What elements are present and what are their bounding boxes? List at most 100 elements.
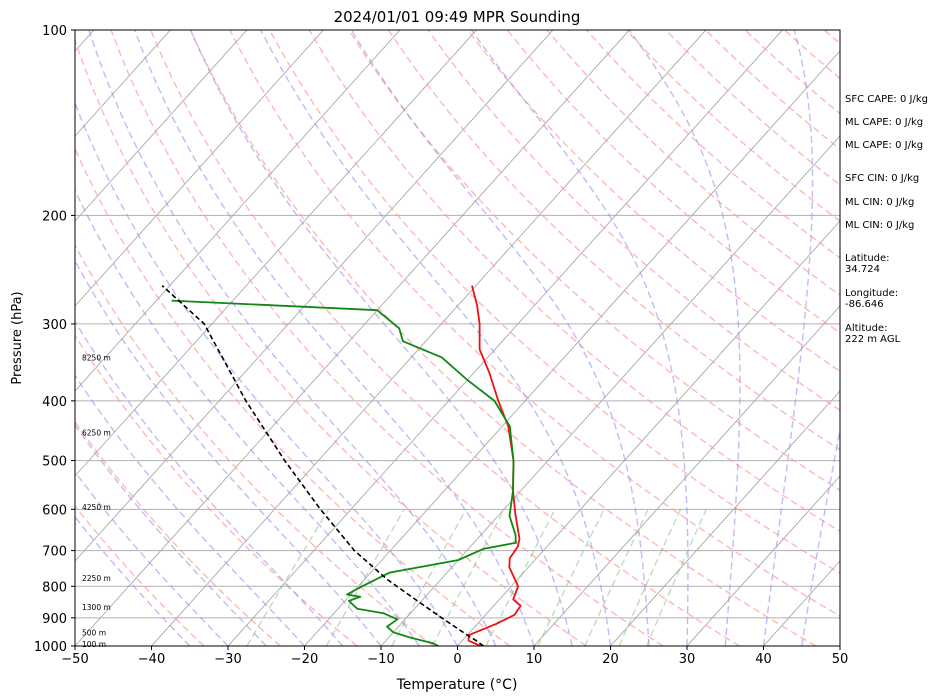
- x-tick-label: −50: [61, 652, 88, 667]
- moist-adiabat-line: [762, 30, 814, 646]
- isotherm-line: [533, 305, 840, 646]
- isotherm-line: [609, 390, 840, 646]
- ml-cape-text-2: ML CAPE: 0 J/kg: [845, 140, 924, 151]
- moist-adiabat-line: [470, 30, 689, 646]
- longitude-label: Longitude:: [845, 288, 899, 299]
- moist-adiabat-line: [628, 30, 741, 646]
- y-tick-label: 200: [42, 209, 67, 224]
- x-tick-label: −40: [138, 652, 165, 667]
- isotherm-line: [75, 30, 325, 307]
- dry-adiabat-line: [110, 30, 664, 646]
- altitude-label: Altitude:: [845, 323, 888, 334]
- x-tick-label: 50: [832, 652, 849, 667]
- latitude-label: Latitude:: [845, 253, 890, 264]
- isotherm-line: [75, 30, 631, 646]
- ml-cape-text: ML CAPE: 0 J/kg: [845, 117, 924, 128]
- dry-adiabat-line: [506, 30, 840, 334]
- y-tick-label: 300: [42, 318, 67, 333]
- height-label: 100 m: [82, 640, 106, 649]
- isotherm-line: [75, 30, 554, 562]
- height-label: 4250 m: [82, 503, 111, 512]
- mixing-ratio-line: [646, 509, 707, 646]
- y-tick-label: 600: [42, 503, 67, 518]
- isotherm-line: [303, 50, 840, 646]
- dry-adiabat-line: [75, 243, 434, 646]
- moist-adiabat-line: [75, 101, 459, 646]
- y-tick-label: 900: [42, 612, 67, 627]
- parcel-profile-line: [161, 285, 484, 646]
- dry-adiabat-line: [189, 30, 817, 646]
- isotherm-line: [150, 30, 707, 646]
- dry-adiabat-line: [75, 334, 358, 646]
- dry-adiabat-line: [348, 30, 840, 492]
- temperature-profile-line: [467, 285, 522, 646]
- mixing-ratio-line: [485, 509, 556, 646]
- dry-adiabat-line: [75, 147, 511, 646]
- moist-adiabat-line: [88, 30, 497, 646]
- x-tick-label: −10: [367, 652, 394, 667]
- dry-adiabat-line: [546, 30, 840, 296]
- dry-adiabat-line: [467, 30, 840, 373]
- height-label: 6250 m: [82, 428, 111, 437]
- height-label: 500 m: [82, 628, 106, 637]
- altitude-value: 222 m AGL: [845, 334, 901, 345]
- mixing-ratio-line: [431, 508, 505, 646]
- isotherm-line: [75, 30, 401, 392]
- x-axis-label: Temperature (°C): [396, 677, 518, 693]
- isotherm-line: [380, 135, 840, 646]
- grid-layer: [75, 30, 840, 646]
- moist-adiabat-line: [189, 30, 573, 646]
- isotherm-line: [227, 30, 784, 646]
- moist-adiabat-line: [75, 374, 306, 646]
- series-layer: [161, 285, 522, 646]
- x-tick-label: 0: [453, 652, 461, 667]
- moist-adiabat-line: [801, 426, 840, 646]
- moist-adiabat-line: [75, 470, 229, 646]
- dry-adiabat-line: [229, 30, 840, 617]
- moist-adiabat-line: [75, 423, 267, 646]
- x-tick-label: 20: [602, 652, 619, 667]
- mixing-ratio-line: [325, 508, 405, 646]
- isotherm-line: [686, 475, 840, 646]
- y-axis-label: Pressure (hPa): [10, 291, 25, 384]
- moist-adiabat-line: [75, 515, 191, 646]
- height-label: 2250 m: [82, 574, 111, 583]
- moist-adiabat-line: [75, 259, 382, 646]
- mixing-ratio-line: [537, 509, 605, 646]
- chart-title: 2024/01/01 09:49 MPR Sounding: [334, 8, 581, 26]
- x-tick-label: −20: [291, 652, 318, 667]
- isotherm-line: [75, 30, 248, 222]
- dry-adiabat-line: [268, 30, 840, 575]
- dry-adiabat-line: [75, 504, 205, 646]
- isotherm-line: [75, 30, 478, 477]
- height-label: 1300 m: [82, 603, 111, 612]
- x-tick-label: −30: [214, 652, 241, 667]
- sfc-cape-text: SFC CAPE: 0 J/kg: [845, 94, 928, 105]
- sfc-cin-text: SFC CIN: 0 J/kg: [845, 173, 920, 184]
- ml-cin-text-2: ML CIN: 0 J/kg: [845, 220, 915, 231]
- dry-adiabat-line: [308, 30, 840, 533]
- ml-cin-text: ML CIN: 0 J/kg: [845, 197, 915, 208]
- y-tick-label: 400: [42, 395, 67, 410]
- latitude-value: 34.724: [845, 264, 880, 275]
- y-tick-label: 500: [42, 455, 67, 470]
- y-tick-label: 700: [42, 545, 67, 560]
- height-label: 8250 m: [82, 353, 111, 362]
- dry-adiabat-line: [75, 420, 281, 646]
- y-tick-label: 100: [42, 24, 67, 39]
- mixing-ratio-line: [391, 508, 467, 646]
- dewpoint-profile-line: [171, 299, 517, 646]
- moist-adiabat-line: [75, 320, 344, 646]
- x-tick-label: 30: [679, 652, 696, 667]
- x-tick-label: 40: [755, 652, 772, 667]
- x-tick-label: 10: [526, 652, 543, 667]
- axes-layer: 100 m 500 m 1300 m 2250 m 4250 m 6250 m 8250 m…: [34, 24, 848, 667]
- y-tick-label: 800: [42, 580, 67, 595]
- dry-adiabat-line: [75, 38, 587, 646]
- mixing-ratio-line: [246, 508, 330, 646]
- isotherm-line: [75, 30, 172, 137]
- isotherm-line: [456, 220, 840, 646]
- mixing-ratio-line: [618, 509, 682, 646]
